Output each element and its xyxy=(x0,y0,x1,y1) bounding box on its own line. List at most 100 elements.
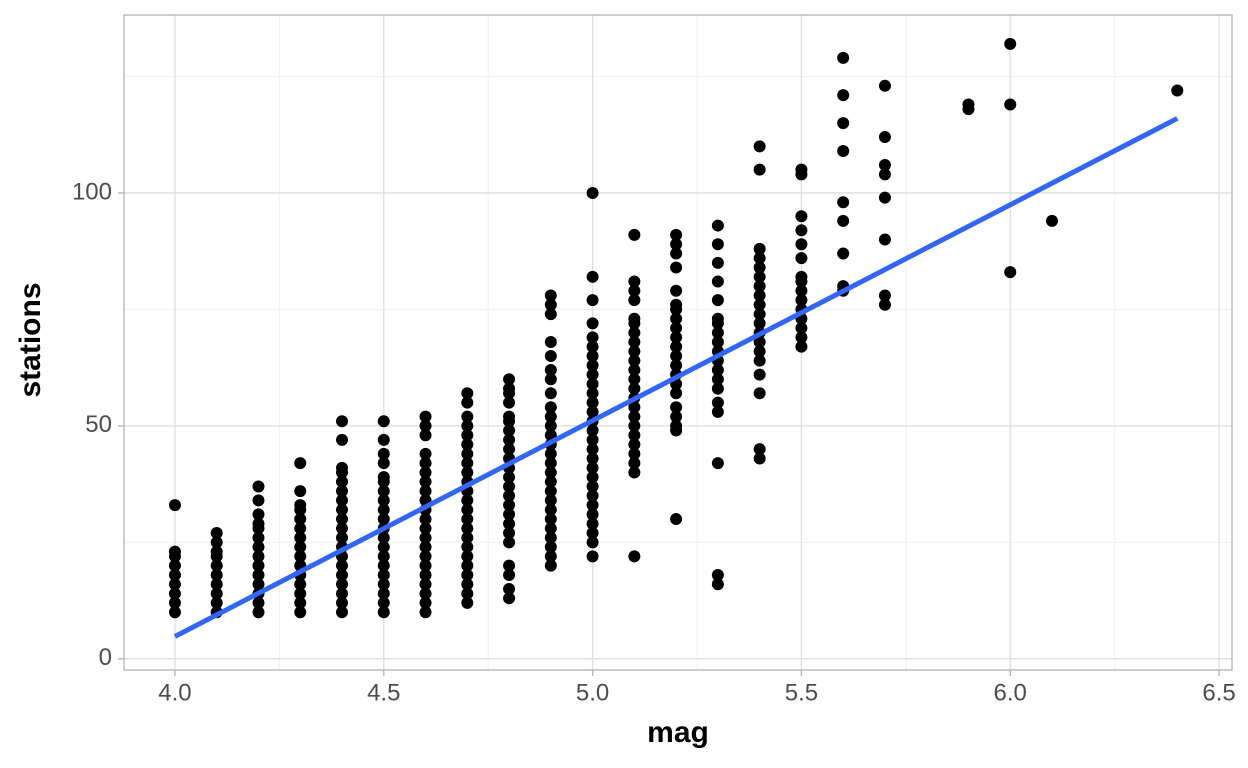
point xyxy=(461,596,474,609)
point xyxy=(711,578,724,591)
point xyxy=(419,447,432,460)
point xyxy=(795,322,808,335)
point xyxy=(878,191,891,204)
point xyxy=(377,503,390,516)
point xyxy=(252,531,265,544)
point xyxy=(544,419,557,432)
point xyxy=(795,252,808,265)
point xyxy=(670,261,683,274)
point xyxy=(586,270,599,283)
point xyxy=(210,587,223,600)
point xyxy=(461,541,474,554)
point xyxy=(461,550,474,563)
point xyxy=(795,238,808,251)
point xyxy=(419,596,432,609)
point xyxy=(544,336,557,349)
point xyxy=(294,596,307,609)
point xyxy=(419,513,432,526)
point xyxy=(336,415,349,428)
point xyxy=(795,284,808,297)
point xyxy=(795,340,808,353)
point xyxy=(168,499,181,512)
x-tick-label: 5.0 xyxy=(576,679,609,706)
point xyxy=(336,578,349,591)
point xyxy=(544,373,557,386)
point xyxy=(670,401,683,414)
point xyxy=(419,475,432,488)
point xyxy=(461,559,474,572)
point xyxy=(503,568,516,581)
point xyxy=(336,494,349,507)
point xyxy=(503,582,516,595)
point xyxy=(294,485,307,498)
point xyxy=(294,606,307,619)
point xyxy=(336,485,349,498)
point xyxy=(753,317,766,330)
point xyxy=(628,401,641,414)
point xyxy=(586,396,599,409)
point xyxy=(544,387,557,400)
point xyxy=(377,559,390,572)
point xyxy=(586,452,599,465)
point xyxy=(670,387,683,400)
point xyxy=(795,270,808,283)
point xyxy=(586,517,599,530)
point xyxy=(586,424,599,437)
point xyxy=(878,233,891,246)
point xyxy=(753,289,766,302)
point xyxy=(878,79,891,92)
point xyxy=(711,256,724,269)
point xyxy=(795,210,808,223)
point xyxy=(168,587,181,600)
point xyxy=(461,387,474,400)
point xyxy=(711,363,724,376)
point xyxy=(336,513,349,526)
point xyxy=(461,522,474,535)
x-tick-label: 6.5 xyxy=(1202,679,1235,706)
point xyxy=(252,559,265,572)
point xyxy=(753,261,766,274)
point xyxy=(670,247,683,260)
point xyxy=(586,471,599,484)
point xyxy=(711,396,724,409)
point xyxy=(1045,214,1058,227)
point xyxy=(670,419,683,432)
point xyxy=(586,387,599,400)
point xyxy=(336,606,349,619)
point xyxy=(837,117,850,130)
point xyxy=(628,382,641,395)
point xyxy=(294,587,307,600)
point xyxy=(544,289,557,302)
point xyxy=(586,489,599,502)
point xyxy=(628,550,641,563)
point xyxy=(837,145,850,158)
point xyxy=(670,312,683,325)
point xyxy=(294,457,307,470)
point xyxy=(628,312,641,325)
x-axis-title: mag xyxy=(647,716,709,749)
point xyxy=(586,433,599,446)
point xyxy=(377,471,390,484)
point xyxy=(711,219,724,232)
point xyxy=(461,531,474,544)
point xyxy=(795,224,808,237)
point xyxy=(210,545,223,558)
point xyxy=(544,485,557,498)
point xyxy=(336,475,349,488)
x-tick-label: 5.5 xyxy=(785,679,818,706)
point xyxy=(168,568,181,581)
point xyxy=(628,447,641,460)
point xyxy=(336,596,349,609)
point xyxy=(503,527,516,540)
point xyxy=(419,578,432,591)
point xyxy=(210,568,223,581)
point xyxy=(419,429,432,442)
point xyxy=(377,531,390,544)
point xyxy=(503,443,516,456)
point xyxy=(419,522,432,535)
point xyxy=(837,214,850,227)
point xyxy=(544,475,557,488)
point xyxy=(837,51,850,64)
x-tick-label: 4.5 xyxy=(367,679,400,706)
point xyxy=(419,410,432,423)
